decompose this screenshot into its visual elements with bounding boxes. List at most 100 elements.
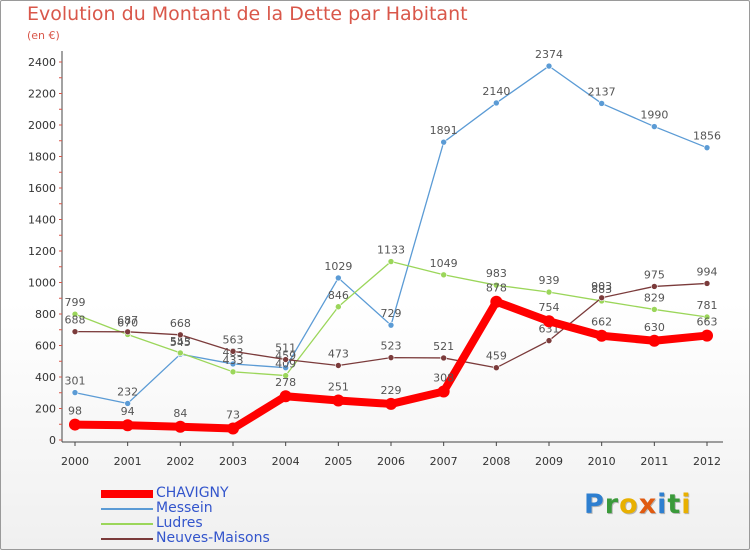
y-tick-label: 600 <box>35 340 56 353</box>
data-point <box>335 362 342 369</box>
data-label: 799 <box>65 296 86 309</box>
data-label: 975 <box>644 268 665 281</box>
data-point <box>177 331 184 339</box>
data-label: 1891 <box>430 124 458 137</box>
data-point <box>71 310 79 318</box>
data-point <box>124 400 131 407</box>
data-point <box>282 356 289 363</box>
data-point <box>703 280 711 287</box>
data-label: 2374 <box>535 48 563 61</box>
data-label: 662 <box>591 316 612 329</box>
data-label: 98 <box>68 405 82 418</box>
data-point <box>493 99 500 107</box>
y-tick-label: 1400 <box>28 214 56 227</box>
data-label: 459 <box>486 350 507 363</box>
data-point <box>282 372 289 379</box>
data-point <box>595 329 608 342</box>
legend-swatch <box>101 523 153 525</box>
y-tick-label: 800 <box>35 308 56 321</box>
data-label: 829 <box>644 291 665 304</box>
data-point <box>440 271 447 279</box>
data-label: 523 <box>381 340 402 353</box>
data-label: 1133 <box>377 244 405 257</box>
data-label: 1990 <box>640 109 668 122</box>
x-tick-label: 2003 <box>219 455 247 468</box>
logo-letter: i <box>657 489 668 520</box>
data-point <box>69 418 81 431</box>
logo-letter: x <box>638 489 658 520</box>
legend-item: CHAVIGNY <box>101 485 341 501</box>
y-tick-label: 200 <box>35 403 56 416</box>
x-tick-label: 2004 <box>272 455 300 468</box>
data-label: 521 <box>433 340 454 353</box>
data-label: 563 <box>223 333 244 346</box>
data-label: 668 <box>170 317 191 330</box>
data-label: 878 <box>486 282 507 295</box>
y-tick-label: 1600 <box>28 182 56 195</box>
data-point <box>385 397 397 410</box>
legend-swatch <box>101 508 153 510</box>
data-label: 754 <box>539 301 560 314</box>
y-tick-label: 0 <box>49 434 56 447</box>
chart-title: Evolution du Montant de la Dette par Hab… <box>27 3 468 25</box>
legend-label: CHAVIGNY <box>156 485 229 501</box>
legend-swatch <box>101 538 153 540</box>
x-tick-label: 2002 <box>166 455 194 468</box>
data-point <box>229 368 237 376</box>
legend-item: Ludres <box>101 515 341 531</box>
legend-swatch <box>101 490 153 498</box>
data-label: 84 <box>173 407 187 420</box>
data-label: 308 <box>433 371 454 384</box>
data-label: 301 <box>65 375 86 388</box>
data-label: 670 <box>117 316 138 329</box>
legend-label: Messein <box>156 500 213 516</box>
x-tick-label: 2006 <box>377 455 405 468</box>
data-point <box>437 385 450 398</box>
x-tick-label: 2008 <box>482 455 510 468</box>
data-point <box>493 364 500 372</box>
proxiti-logo: Proxiti <box>584 489 692 520</box>
data-label: 883 <box>591 283 612 296</box>
data-point <box>335 274 342 282</box>
data-point <box>493 281 500 289</box>
chart-unit: (en €) <box>27 29 60 42</box>
data-label: 553 <box>170 335 191 348</box>
data-point <box>440 354 447 362</box>
legend-label: Neuves-Maisons <box>156 530 270 546</box>
data-point <box>387 258 395 265</box>
series-messein: 3012325454834591029729189121402374213719… <box>65 48 721 407</box>
logo-letter: r <box>604 489 620 520</box>
data-point <box>71 389 79 396</box>
data-point <box>440 138 447 146</box>
data-point <box>335 303 342 311</box>
data-label: 251 <box>328 380 349 393</box>
legend-item: Messein <box>101 500 341 516</box>
data-point <box>598 100 605 107</box>
data-label: 2140 <box>482 85 510 98</box>
legend: CHAVIGNY Messein Ludres Neuves-Maisons <box>101 485 341 546</box>
y-tick-label: 1000 <box>28 277 56 290</box>
data-point <box>279 390 292 403</box>
data-point <box>332 394 345 407</box>
data-label: 1029 <box>324 260 352 273</box>
data-point <box>545 337 553 344</box>
data-point <box>545 62 553 70</box>
data-label: 994 <box>697 265 718 278</box>
x-tick-label: 2012 <box>693 455 721 468</box>
legend-label: Ludres <box>156 515 203 531</box>
data-label: 232 <box>117 385 138 398</box>
data-label: 511 <box>275 342 296 355</box>
data-label: 687 <box>117 314 138 327</box>
data-label: 459 <box>275 350 296 363</box>
y-tick-label: 2200 <box>28 88 56 101</box>
data-label: 846 <box>328 289 349 302</box>
data-label: 94 <box>121 405 135 418</box>
x-tick-label: 2007 <box>430 455 458 468</box>
x-tick-label: 2005 <box>324 455 352 468</box>
data-label: 433 <box>223 354 244 367</box>
data-label: 278 <box>275 376 296 389</box>
data-point <box>124 328 131 336</box>
data-label: 630 <box>644 321 665 334</box>
